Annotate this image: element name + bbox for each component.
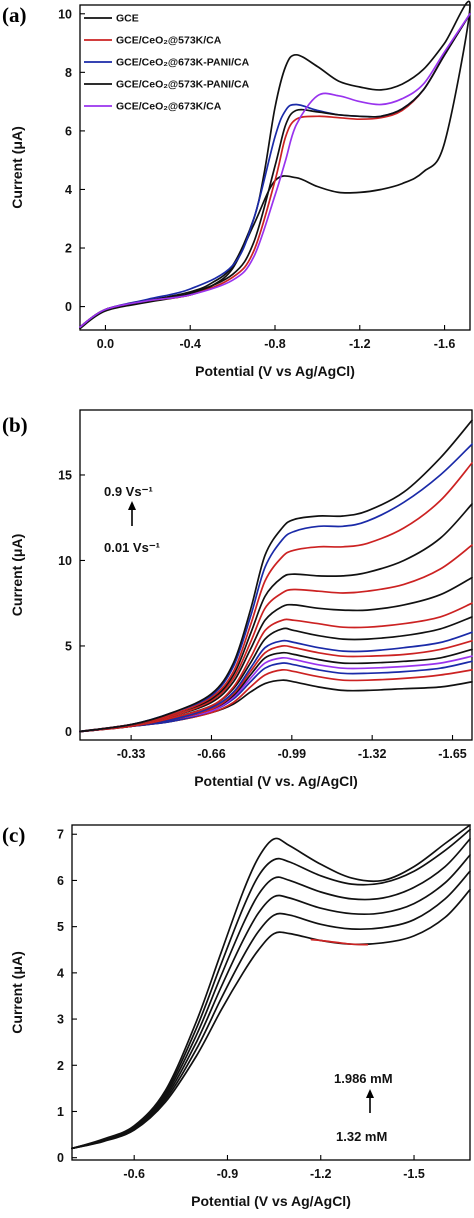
panel-a-x-tick-label: -0.8 <box>264 337 286 351</box>
panel-b-series-line-12 <box>79 503 473 733</box>
panel-b-series-line-11 <box>79 544 473 733</box>
panel-c-series-line-4 <box>71 838 471 1150</box>
panel-b-arrow-head-icon <box>128 501 136 510</box>
panel-b: (b) Current (μA) Potential (V vs. Ag/AgC… <box>2 409 473 789</box>
panel-c-x-tick-label: -0.6 <box>123 1167 145 1181</box>
panel-a-y-tick-label: 6 <box>65 124 72 138</box>
panel-b-series-line-4 <box>79 655 473 733</box>
panel-b-series-line-15 <box>79 419 473 733</box>
panel-a-y-tick-label: 4 <box>65 183 72 197</box>
panel-c-highlight-line <box>310 938 369 946</box>
panel-b-x-tick-label: -1.32 <box>358 747 387 761</box>
panel-b-series-line-5 <box>79 648 473 733</box>
panel-c-y-tick-label: 0 <box>57 1151 64 1165</box>
panel-b-y-tick-label: 15 <box>58 468 72 482</box>
panel-a: (a) Current (μA) Potential (V vs Ag/AgCl… <box>2 0 471 379</box>
panel-a-x-tick-label: -1.6 <box>434 337 456 351</box>
panel-a-legend-label: GCE/CeO₂@673K-PANI/CA <box>116 57 250 69</box>
panel-a-x-tick-label: -1.2 <box>349 337 371 351</box>
panel-b-annotation-bottom: 0.01 Vs⁻¹ <box>104 540 160 555</box>
panel-c-series-line-1 <box>71 888 471 1150</box>
panel-b-x-tick-label: -0.66 <box>197 747 226 761</box>
panel-c-y-tick-label: 3 <box>57 1013 64 1027</box>
panel-b-x-tick-label: -1.65 <box>438 747 467 761</box>
panel-a-legend: GCE GCE/CeO₂@573K/CA GCE/CeO₂@673K-PANI/CA… <box>84 13 250 113</box>
panel-a-series-line-5 <box>79 12 471 328</box>
panel-b-series-line-3 <box>79 660 473 733</box>
panel-b-y-tick-label: 5 <box>65 639 72 653</box>
panel-c-x-tick-label: -0.9 <box>217 1167 239 1181</box>
panel-c-series-line-5 <box>71 828 471 1150</box>
panel-c-x-tick-label: -1.5 <box>403 1167 425 1181</box>
panel-c-arrow-head-icon <box>366 1089 374 1098</box>
panel-c: (c) Current (μA) Potential (V vs Ag/AgCl… <box>2 823 471 1209</box>
panel-c-annotation-top: 1.986 mM <box>334 1071 393 1086</box>
panel-c-x-axis-label: Potential (V vs Ag/AgCl) <box>191 1193 351 1209</box>
panel-c-y-tick-label: 2 <box>57 1059 64 1073</box>
panel-a-legend-label: GCE/CeO₂@573K-PANI/CA <box>116 79 250 91</box>
panel-c-y-axis-label: Current (μA) <box>9 951 25 1033</box>
panel-b-series-line-7 <box>79 631 473 733</box>
panel-a-y-tick-label: 10 <box>58 7 72 21</box>
panel-b-series-line-13 <box>79 462 473 733</box>
panel-c-series-line-3 <box>71 854 471 1150</box>
panel-b-y-axis-label: Current (μA) <box>9 534 25 616</box>
panel-b-series-line-8 <box>79 616 473 733</box>
panel-c-plot-frame <box>71 824 471 1161</box>
panel-c-series-line-2 <box>71 870 471 1150</box>
panel-c-series-line-6 <box>71 824 471 1150</box>
panel-a-y-tick-label: 2 <box>65 242 72 256</box>
panel-a-legend-label: GCE/CeO₂@673K/CA <box>116 101 222 113</box>
panel-b-x-axis-label: Potential (V vs. Ag/AgCl) <box>194 773 358 789</box>
panel-c-y-tick-label: 1 <box>57 1105 64 1119</box>
panel-a-legend-label: GCE <box>116 13 139 25</box>
panel-b-series-line-9 <box>79 602 473 733</box>
panel-a-label: (a) <box>2 3 27 27</box>
panel-b-plot-frame <box>79 409 473 741</box>
panel-a-y-axis-label: Current (μA) <box>9 126 25 208</box>
panel-a-y-tick-label: 0 <box>65 300 72 314</box>
panel-c-x-tick-label: -1.2 <box>310 1167 332 1181</box>
panel-a-x-tick-label: -0.4 <box>179 337 201 351</box>
panel-b-label: (b) <box>2 413 28 437</box>
panel-c-y-tick-label: 7 <box>57 828 64 842</box>
panel-b-y-tick-label: 0 <box>65 725 72 739</box>
panel-b-x-tick-label: -0.33 <box>117 747 146 761</box>
panel-a-legend-label: GCE/CeO₂@573K/CA <box>116 35 222 47</box>
panel-c-y-tick-label: 4 <box>57 966 64 980</box>
panel-c-y-tick-label: 6 <box>57 874 64 888</box>
panel-c-y-tick-label: 5 <box>57 920 64 934</box>
panel-c-annotation-bottom: 1.32 mM <box>336 1129 387 1144</box>
panel-c-label: (c) <box>2 823 25 847</box>
panel-b-annotation-top: 0.9 Vs⁻¹ <box>104 484 153 499</box>
panel-a-x-tick-label: 0.0 <box>97 337 114 351</box>
panel-a-y-tick-label: 8 <box>65 66 72 80</box>
panel-a-x-axis-label: Potential (V vs Ag/AgCl) <box>195 363 355 379</box>
panel-b-x-tick-label: -0.99 <box>278 747 307 761</box>
panel-b-y-tick-label: 10 <box>58 554 72 568</box>
